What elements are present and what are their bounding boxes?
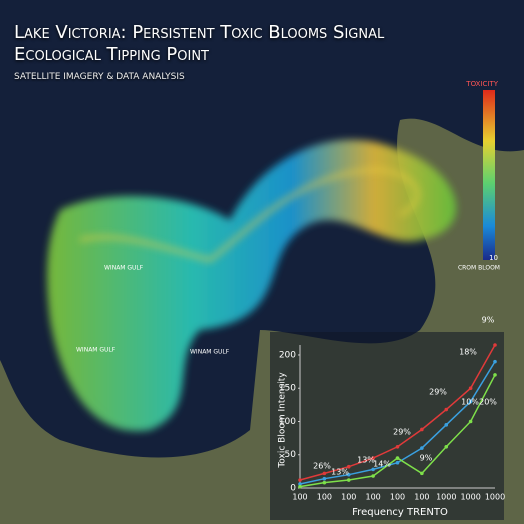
x-tick-label: 100 (390, 493, 405, 502)
point (298, 478, 302, 482)
colorbar-bottom: 10 (489, 254, 498, 262)
colorbar-title: TOXICITY (465, 80, 498, 88)
point (420, 446, 424, 450)
point (444, 444, 449, 449)
x-tick-label: 1000 (485, 493, 505, 502)
map-label: WINAM GULF (104, 265, 144, 272)
point (346, 478, 351, 482)
y-tick-label: 200 (279, 350, 296, 360)
x-tick-label: 1000 (460, 493, 480, 502)
bloom-streak (79, 167, 420, 263)
annotation: 29% (429, 388, 447, 397)
colorbar-caption: CROM BLOOM (458, 265, 500, 272)
x-tick-label: 100 (365, 493, 380, 502)
point (395, 444, 400, 449)
x-tick-label: 100 (414, 493, 429, 502)
y-tick-label: 50 (285, 450, 297, 460)
point (420, 471, 424, 476)
x-tick-label: 100 (341, 493, 356, 502)
annotation: 26% (313, 462, 331, 471)
x-axis-label: Frequency TRENTO (352, 507, 448, 518)
y-tick-label: 100 (279, 417, 296, 427)
x-tick-label: 100 (317, 493, 332, 502)
point (420, 427, 424, 432)
subtitle: SATELLITE IMAGERY & DATA ANALYSIS (14, 72, 185, 82)
point (444, 423, 449, 427)
annotation: 14% (373, 460, 391, 469)
map-label: WINAM GULF (76, 347, 116, 354)
annotation: 9% (420, 454, 433, 463)
annotation: 9% (482, 316, 495, 325)
point (468, 399, 473, 404)
colorbar (483, 90, 495, 260)
point (493, 343, 497, 347)
x-tick-label: 100 (292, 493, 307, 502)
point (298, 484, 302, 489)
bloom (47, 139, 457, 432)
point (493, 359, 497, 364)
point (444, 407, 449, 412)
point (395, 460, 400, 465)
y-tick-label: 150 (279, 384, 296, 394)
x-tick-label: 1000 (436, 493, 456, 502)
point (322, 480, 327, 485)
map-label: WINAM GULF (190, 349, 230, 356)
point (346, 472, 351, 477)
annotation: 29% (393, 428, 411, 437)
annotation: 20% (479, 398, 497, 407)
point (493, 373, 497, 377)
annotation: 18% (459, 348, 477, 357)
point (371, 474, 375, 478)
y-axis-label: Toxic Bloom Intensity (278, 372, 288, 469)
title: Lake Victoria: Persistent Toxic Blooms S… (14, 22, 385, 65)
point (298, 482, 302, 486)
point (346, 464, 351, 469)
y-tick-label: 0 (290, 484, 296, 494)
point (371, 456, 375, 460)
point (322, 476, 327, 481)
chart-panel (270, 332, 504, 520)
point (371, 467, 375, 472)
annotation: 13% (331, 468, 349, 477)
point (468, 419, 473, 424)
point (395, 456, 400, 460)
annotation: 13% (357, 456, 375, 465)
annotation: 10% (461, 398, 479, 407)
point (468, 386, 473, 391)
point (322, 471, 327, 476)
